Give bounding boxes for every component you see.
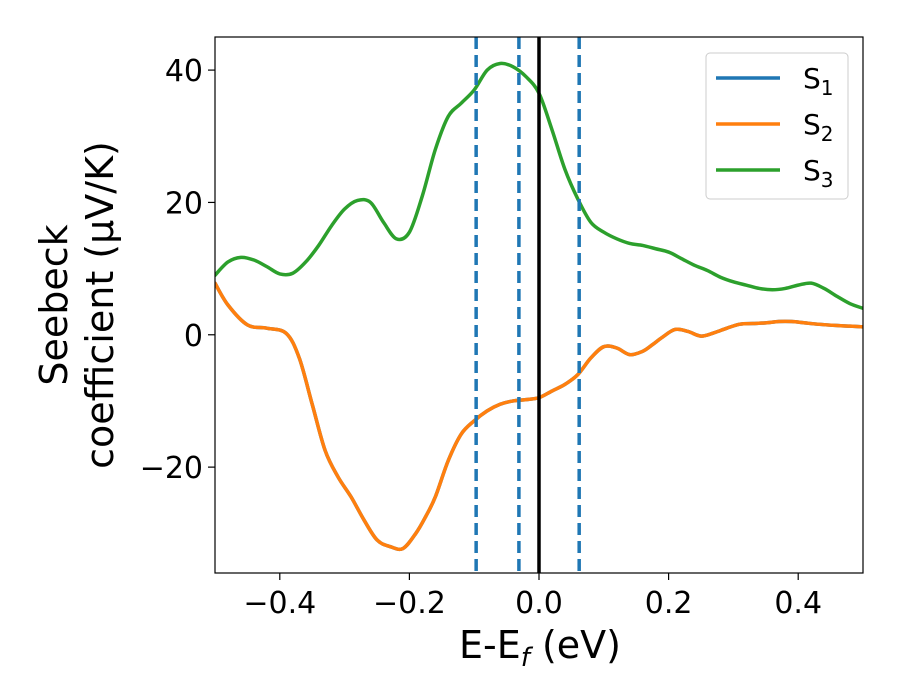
y-tick-label: 20: [165, 186, 203, 221]
y-axis: −20 0 20 40: [140, 54, 215, 486]
x-tick-label: 0.4: [774, 586, 822, 621]
legend-label-s3: S3: [803, 154, 834, 192]
y-tick-label: −20: [140, 451, 203, 486]
y-tick-label: 0: [184, 319, 203, 354]
x-axis-label: E-Ef (eV): [459, 623, 621, 673]
y-axis-label-line1: Seebeck: [32, 224, 76, 385]
legend: S1 S2 S3: [705, 52, 849, 200]
x-axis-label-unit: (eV): [530, 623, 621, 667]
y-axis-label-line2: coefficient (μV/K): [78, 141, 122, 469]
y-tick-label: 40: [165, 54, 203, 89]
legend-label-s1: S1: [803, 62, 834, 100]
plot-area: [215, 37, 863, 573]
legend-label-s2: S2: [803, 108, 834, 146]
x-tick-label: 0.2: [645, 586, 693, 621]
x-tick-label: −0.4: [243, 586, 316, 621]
x-tick-label: −0.2: [373, 586, 446, 621]
legend-box: [705, 52, 849, 200]
x-tick-label: 0.0: [515, 586, 563, 621]
x-axis: −0.4 −0.2 0.0 0.2 0.4: [243, 573, 822, 621]
series-line-s2: [215, 281, 863, 552]
